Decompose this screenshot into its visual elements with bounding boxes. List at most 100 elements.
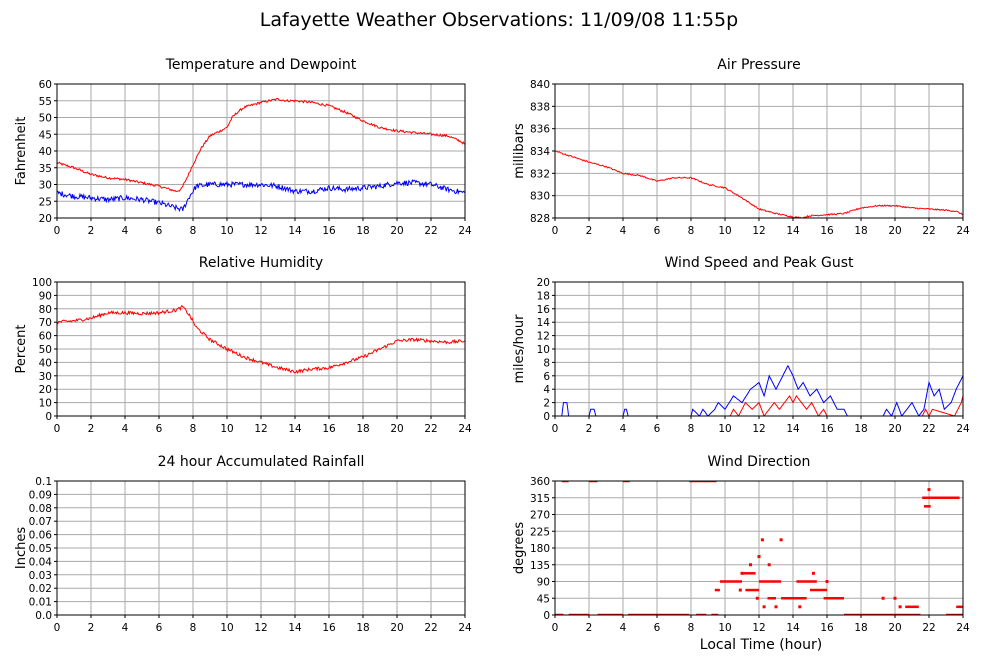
y-tick-label: 100	[32, 277, 52, 289]
x-tick-label: 16	[820, 622, 834, 634]
direction-point	[881, 596, 885, 600]
y-axis-label: Inches	[14, 527, 29, 569]
x-tick-label: 16	[322, 622, 336, 634]
y-tick-label: 16	[537, 304, 551, 316]
direction-point	[749, 563, 752, 567]
y-tick-label: 18	[537, 290, 550, 302]
x-tick-label: 6	[654, 423, 661, 435]
y-tick-label: 55	[39, 96, 52, 108]
x-tick-label: 24	[458, 225, 472, 237]
y-tick-label: 90	[537, 577, 550, 589]
series-line-0	[555, 150, 963, 218]
y-tick-label: 0.06	[29, 530, 53, 542]
plot-frame	[554, 480, 964, 616]
y-tick-label: 20	[39, 213, 52, 225]
x-tick-label: 8	[688, 423, 695, 435]
y-tick-label: 360	[530, 476, 550, 488]
y-tick-label: 0	[543, 610, 550, 622]
y-tick-label: 8	[543, 357, 550, 369]
x-tick-label: 14	[288, 225, 302, 237]
x-tick-label: 4	[122, 225, 129, 237]
x-tick-label: 12	[752, 622, 765, 634]
y-tick-label: 0.09	[29, 489, 52, 501]
chart-title: Wind Direction	[708, 454, 811, 470]
x-tick-label: 10	[220, 622, 233, 634]
direction-point	[811, 571, 815, 575]
plot-frame	[554, 83, 964, 219]
x-tick-label: 18	[356, 423, 369, 435]
series-line-0	[555, 364, 963, 416]
x-tick-label: 20	[888, 622, 901, 634]
y-tick-label: 315	[530, 493, 550, 505]
x-tick-label: 20	[888, 225, 901, 237]
x-tick-label: 10	[718, 622, 731, 634]
x-tick-label: 0	[54, 423, 61, 435]
y-tick-label: 0.08	[29, 503, 52, 515]
x-tick-label: 22	[922, 225, 935, 237]
y-tick-label: 225	[530, 526, 550, 538]
plot-area	[57, 98, 465, 213]
x-tick-label: 12	[254, 622, 267, 634]
x-tick-label: 14	[786, 423, 800, 435]
x-tick-label: 18	[356, 622, 369, 634]
y-axis-label: miles/hour	[512, 314, 527, 383]
y-tick-label: 0.03	[29, 570, 52, 582]
plot-area	[555, 364, 963, 416]
x-tick-label: 20	[390, 225, 403, 237]
direction-point	[927, 488, 931, 492]
y-tick-label: 12	[537, 331, 550, 343]
x-tick-label: 0	[54, 225, 61, 237]
plot-frame	[56, 480, 466, 616]
x-tick-label: 2	[88, 423, 95, 435]
x-tick-label: 2	[88, 225, 95, 237]
x-tick-label: 8	[190, 423, 197, 435]
y-tick-label: 834	[530, 146, 550, 158]
y-tick-label: 135	[530, 560, 550, 572]
y-axis-label: Fahrenheit	[14, 117, 29, 186]
x-tick-label: 6	[654, 622, 661, 634]
y-axis-label: degrees	[512, 522, 527, 575]
y-tick-label: 180	[530, 543, 550, 555]
series-line-1	[57, 179, 465, 213]
x-tick-label: 8	[190, 622, 197, 634]
x-axis-label: Local Time (hour)	[700, 637, 822, 653]
chart-title: Air Pressure	[717, 57, 800, 73]
x-tick-label: 16	[322, 423, 336, 435]
x-tick-label: 24	[956, 423, 970, 435]
x-tick-label: 0	[552, 622, 559, 634]
x-tick-label: 24	[956, 622, 970, 634]
x-tick-label: 24	[956, 225, 970, 237]
plot-area	[555, 481, 963, 615]
direction-point	[757, 555, 761, 559]
x-tick-label: 2	[586, 225, 593, 237]
x-tick-label: 0	[54, 622, 61, 634]
plot-frame	[56, 281, 466, 417]
x-tick-label: 8	[688, 622, 695, 634]
x-tick-label: 22	[424, 423, 437, 435]
y-tick-label: 14	[537, 317, 551, 329]
y-tick-label: 0.02	[29, 583, 52, 595]
direction-point	[762, 605, 766, 609]
x-tick-label: 0	[552, 225, 559, 237]
y-tick-label: 10	[39, 398, 52, 410]
y-tick-label: 2	[543, 398, 550, 410]
plot-frame	[56, 83, 466, 219]
x-tick-label: 14	[786, 225, 800, 237]
direction-point	[898, 605, 902, 609]
x-tick-label: 14	[288, 423, 302, 435]
direction-point	[767, 563, 771, 567]
x-tick-label: 12	[752, 225, 765, 237]
y-tick-label: 270	[530, 510, 550, 522]
x-tick-label: 4	[122, 423, 129, 435]
chart-title: Temperature and Dewpoint	[165, 57, 357, 73]
x-tick-label: 20	[390, 622, 403, 634]
x-tick-label: 12	[752, 423, 765, 435]
x-tick-label: 18	[854, 423, 867, 435]
x-tick-label: 24	[458, 622, 472, 634]
y-tick-label: 836	[530, 124, 550, 136]
direction-point	[779, 538, 783, 542]
